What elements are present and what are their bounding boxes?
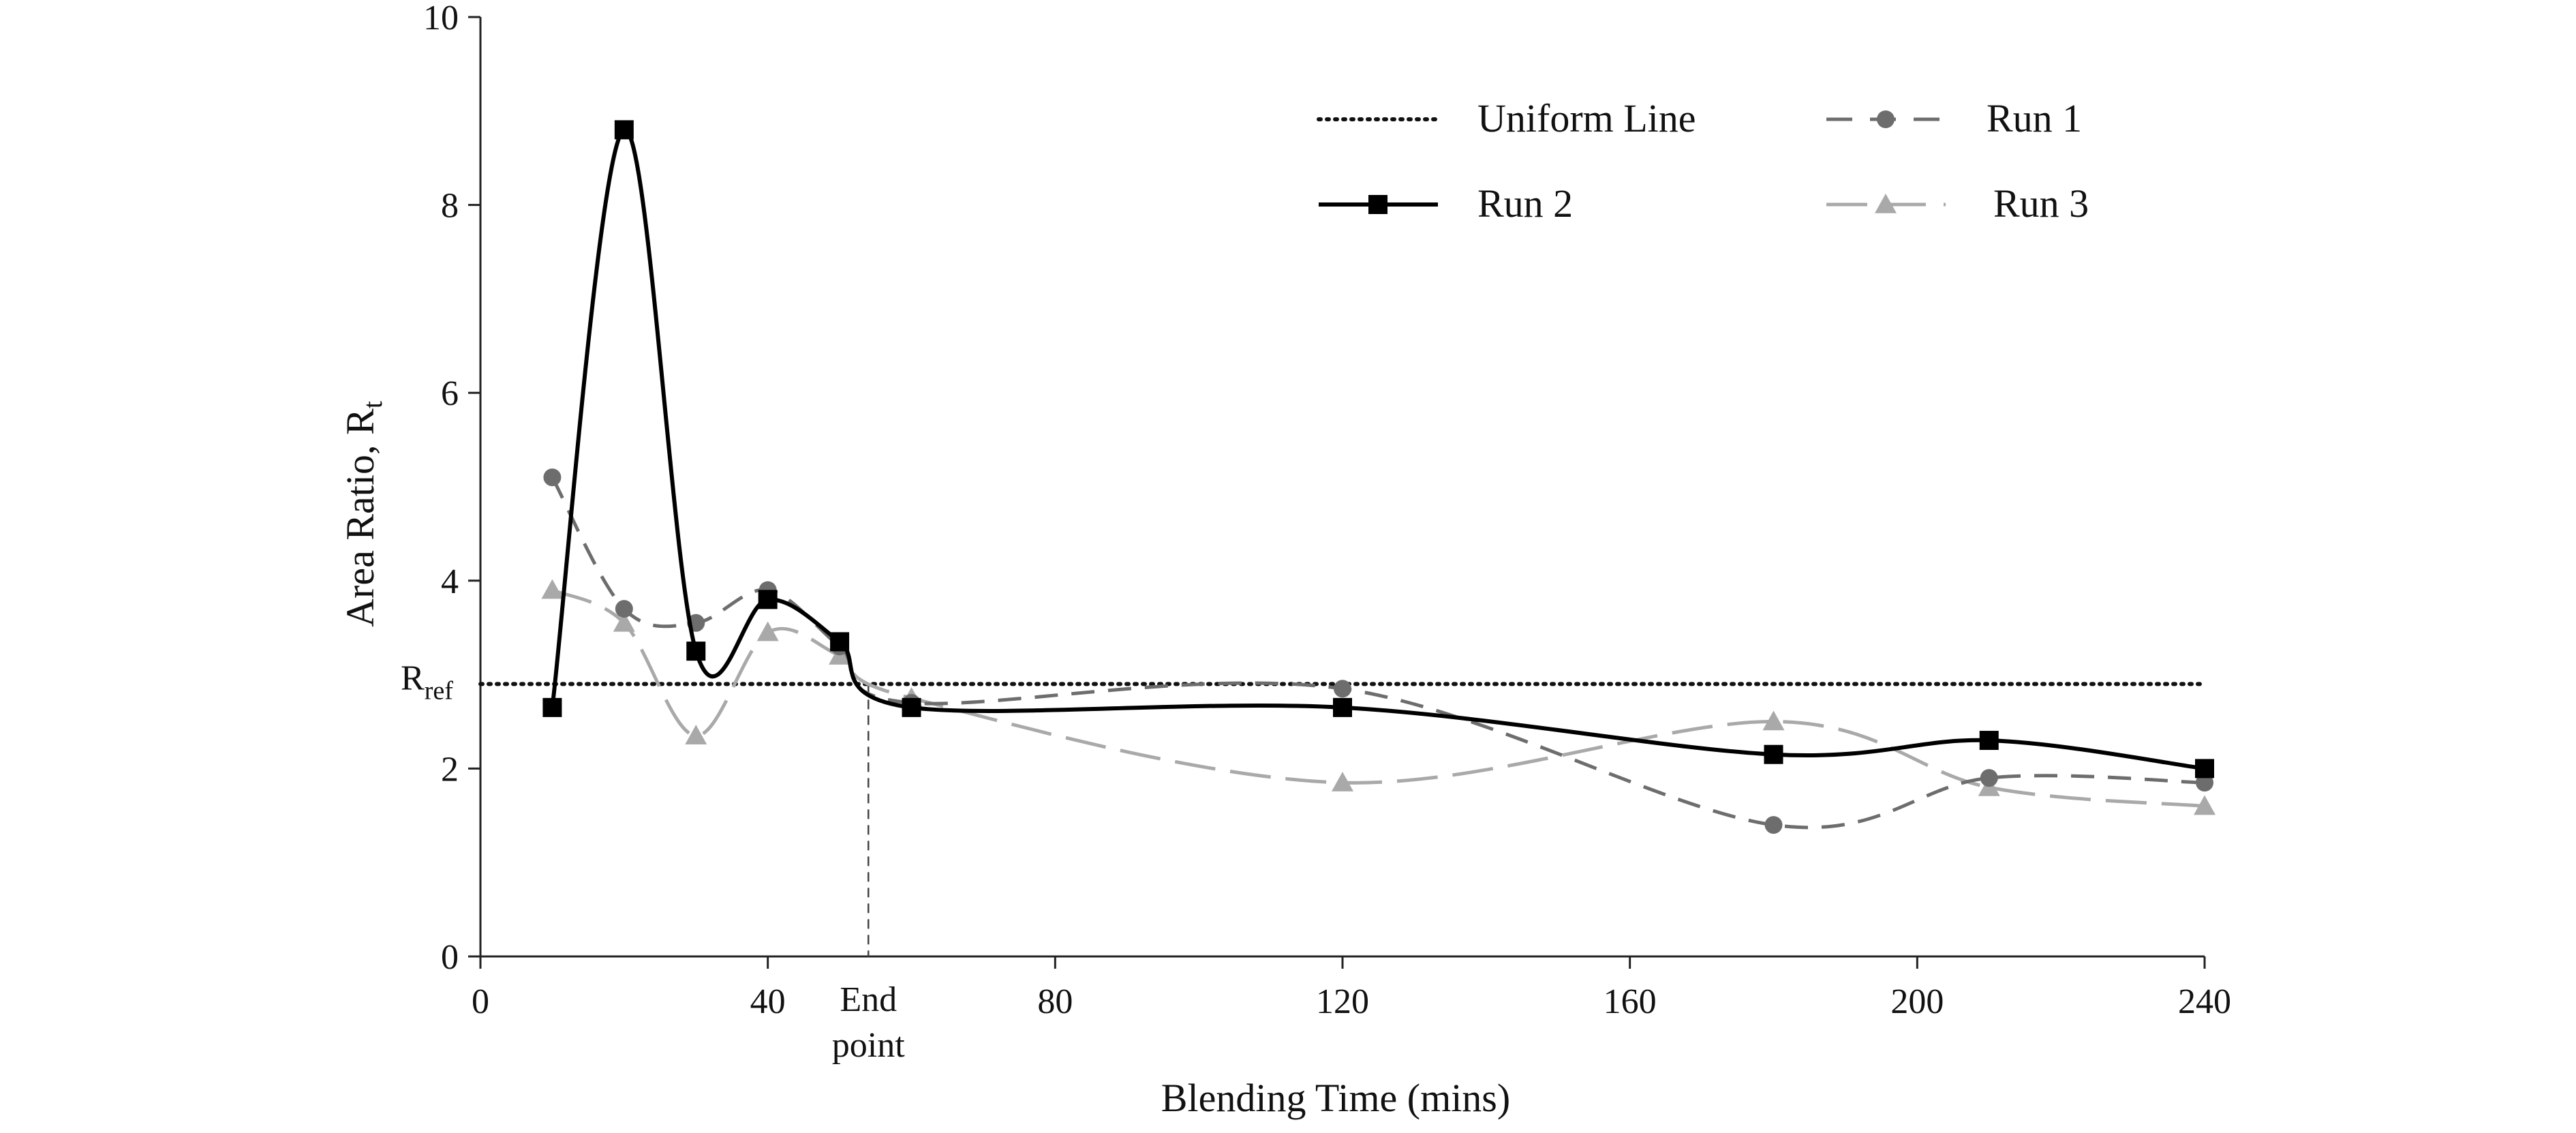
legend-swatch-marker <box>1368 195 1387 214</box>
data-point <box>2195 759 2214 779</box>
legend-item: Run 2 <box>1319 181 1573 226</box>
y-axis-title-main: Area Ratio, R <box>338 408 382 627</box>
data-point <box>1332 772 1353 791</box>
y-tick-label: 10 <box>423 0 459 37</box>
end-point-label-line1: End <box>840 980 897 1019</box>
legend-label: Run 2 <box>1477 181 1573 226</box>
x-tick-label: 80 <box>1037 982 1073 1021</box>
legend-label: Run 1 <box>1987 96 2082 140</box>
y-axis-title-subscript: t <box>357 401 388 408</box>
data-point <box>686 641 706 661</box>
legend-swatch-marker <box>1877 110 1895 128</box>
data-point <box>902 697 921 717</box>
data-point <box>615 600 633 618</box>
data-point <box>1979 731 1999 751</box>
x-axis-title: Blending Time (mins) <box>1161 1076 1510 1120</box>
legend-swatch-marker <box>1875 194 1897 213</box>
x-tick-label: 240 <box>2178 982 2231 1021</box>
data-point <box>542 697 562 717</box>
data-point <box>2194 795 2215 815</box>
data-point <box>756 621 779 641</box>
legend: Uniform Line Run 1 Run 2 Run 3 <box>1317 96 2089 226</box>
series-run-2 <box>542 120 2214 779</box>
legend-item: Run 1 <box>1826 96 2082 140</box>
legend-label: Uniform Line <box>1477 96 1696 140</box>
legend-label: Run 3 <box>1993 181 2089 226</box>
x-tick-label: 40 <box>750 982 786 1021</box>
data-point <box>1764 816 1783 834</box>
data-point <box>830 632 850 652</box>
y-tick-label: 2 <box>441 750 459 789</box>
data-point <box>1980 769 1998 787</box>
series-line <box>550 127 2205 771</box>
data-point <box>543 468 562 487</box>
series-line <box>551 588 2205 809</box>
y-axis-title: Area Ratio, Rt <box>338 401 388 627</box>
y-tick-label: 4 <box>441 562 459 601</box>
reference-label-main: R <box>401 659 425 697</box>
x-tick-label: 200 <box>1890 982 1944 1021</box>
data-point <box>541 579 564 599</box>
data-point <box>613 611 635 632</box>
data-point <box>758 590 778 609</box>
data-point <box>1762 710 1785 731</box>
x-tick-label: 160 <box>1604 982 1657 1021</box>
legend-item: Uniform Line <box>1317 96 1696 140</box>
data-point <box>2196 774 2213 792</box>
legend-item: Run 3 <box>1826 181 2089 226</box>
y-tick-label: 8 <box>441 187 459 226</box>
end-point-label-line2: point <box>832 1026 905 1065</box>
y-tick-label: 0 <box>441 938 459 977</box>
reference-label: Rref <box>401 659 453 705</box>
y-tick-label: 6 <box>441 374 459 413</box>
data-point <box>614 120 634 140</box>
series-run-3 <box>541 579 2215 815</box>
series-line <box>551 477 2205 830</box>
data-point <box>1334 680 1351 698</box>
x-tick-label: 120 <box>1316 982 1369 1021</box>
data-point <box>685 725 707 744</box>
data-point <box>1764 744 1783 764</box>
x-tick-label: 0 <box>472 982 489 1021</box>
series-layer <box>541 120 2215 834</box>
data-point <box>1333 697 1352 717</box>
axes: 0 2 4 6 8 10 0 40 80 120 160 200 240 Blending Time (m… <box>338 0 2231 1120</box>
reference-label-subscript: ref <box>425 676 454 705</box>
